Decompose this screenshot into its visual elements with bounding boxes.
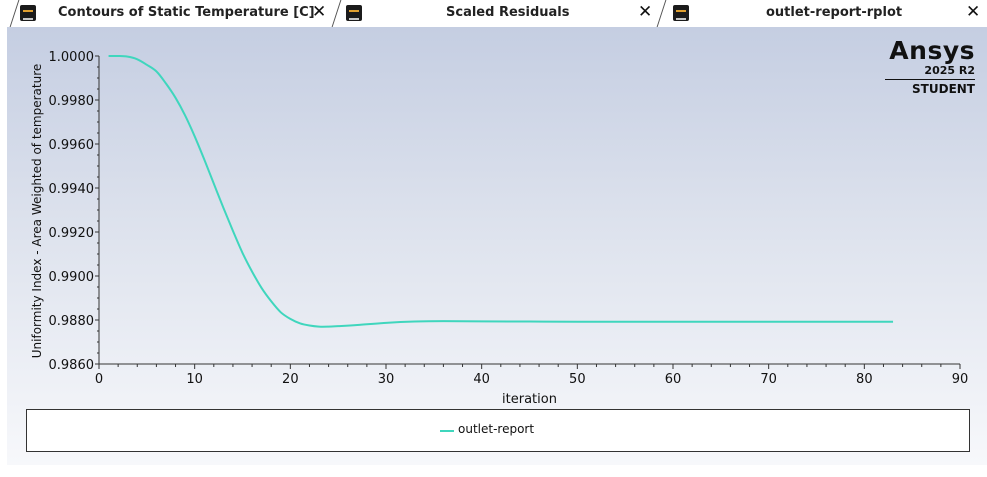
logo-edition: STUDENT — [912, 82, 975, 96]
tab-outlet-report-rplot[interactable]: outlet-report-rplot ✕ — [660, 0, 987, 27]
graphics-icon — [346, 5, 362, 21]
tab-scaled-residuals[interactable]: Scaled Residuals ✕ — [334, 0, 659, 27]
x-tick-label: 30 — [378, 372, 395, 387]
x-axis-ticks: 0 10 20 30 40 50 60 70 80 90 — [95, 364, 968, 387]
plot-area — [7, 27, 987, 465]
tab-bar: Contours of Static Temperature [C] ✕ Sca… — [0, 0, 987, 27]
x-tick-label: 40 — [473, 372, 490, 387]
legend: outlet-report — [26, 409, 970, 452]
tab-label: Contours of Static Temperature [C] — [58, 5, 315, 20]
y-axis-ticks: 0.9860 0.9880 0.9900 0.9920 0.9940 0.9960 0.99… — [49, 50, 99, 373]
x-tick-label: 60 — [665, 372, 682, 387]
series-line-outlet-report — [108, 54, 894, 328]
y-tick-label: 0.9860 — [49, 358, 95, 373]
x-tick-label: 50 — [569, 372, 586, 387]
graphics-icon — [20, 5, 36, 21]
x-tick-label: 80 — [856, 372, 873, 387]
logo-version: 2025 R2 — [924, 64, 975, 77]
y-tick-label: 0.9940 — [49, 182, 95, 197]
y-axis-label: Uniformity Index - Area Weighted of temp… — [30, 64, 44, 359]
x-tick-label: 10 — [186, 372, 203, 387]
x-axis-label: iteration — [502, 392, 557, 407]
logo-rule — [885, 79, 975, 80]
x-tick-label: 70 — [760, 372, 777, 387]
close-icon[interactable]: ✕ — [638, 2, 653, 22]
y-tick-label: 0.9980 — [49, 94, 95, 109]
close-icon[interactable]: ✕ — [312, 2, 327, 22]
y-tick-label: 0.9900 — [49, 270, 95, 285]
x-tick-label: 20 — [282, 372, 299, 387]
ansys-logo: Ansys 2025 R2 STUDENT — [885, 38, 975, 96]
tab-label: Scaled Residuals — [446, 5, 570, 20]
y-tick-label: 1.0000 — [49, 50, 95, 65]
legend-label: outlet-report — [458, 422, 535, 436]
tab-contours[interactable]: Contours of Static Temperature [C] ✕ — [8, 0, 333, 27]
close-icon[interactable]: ✕ — [966, 2, 981, 22]
legend-swatch — [440, 430, 454, 432]
tab-label: outlet-report-rplot — [766, 5, 903, 20]
y-tick-label: 0.9960 — [49, 138, 95, 153]
graphics-icon — [673, 5, 689, 21]
logo-brand: Ansys — [889, 36, 975, 65]
y-tick-label: 0.9920 — [49, 226, 95, 241]
y-tick-label: 0.9880 — [49, 314, 95, 329]
x-tick-label: 90 — [952, 372, 969, 387]
x-tick-label: 0 — [95, 372, 103, 387]
